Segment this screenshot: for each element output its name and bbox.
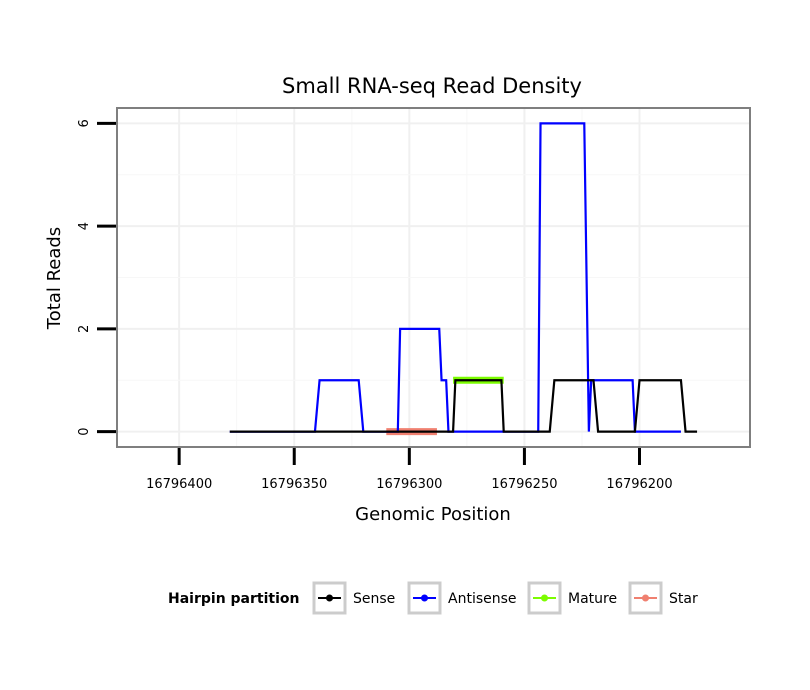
- chart-title: Small RNA-seq Read Density: [282, 74, 582, 98]
- x-tick-label: 16796400: [146, 477, 212, 492]
- y-tick-label: 4: [77, 222, 92, 230]
- legend-key-point: [326, 594, 333, 602]
- series-layer: [229, 122, 698, 436]
- y-tick-label: 2: [77, 325, 92, 333]
- grid: [117, 108, 750, 447]
- legend-key-point: [541, 594, 548, 602]
- x-tick-label: 16796200: [606, 477, 672, 492]
- legend: Hairpin partition Sense Antisense Mature St…: [168, 581, 698, 615]
- legend-title: Hairpin partition: [168, 591, 299, 607]
- legend-label: Mature: [568, 591, 617, 607]
- y-tick-label: 0: [77, 427, 92, 435]
- y-tick-label: 6: [77, 119, 92, 127]
- x-axis: 16796400 16796350 16796300 16796250 16796200: [146, 448, 673, 492]
- legend-label: Star: [669, 591, 698, 607]
- series-sense-line: [229, 379, 698, 433]
- legend-item-star: Star: [628, 581, 698, 615]
- y-axis-title: Total Reads: [44, 227, 65, 330]
- legend-key-point: [421, 594, 428, 602]
- legend-item-mature: Mature: [527, 581, 617, 615]
- x-tick-label: 16796350: [261, 477, 327, 492]
- x-axis-title: Genomic Position: [355, 504, 511, 525]
- legend-label: Sense: [353, 591, 395, 607]
- legend-item-sense: Sense: [312, 581, 395, 615]
- x-tick-label: 16796300: [376, 477, 442, 492]
- plot-panel-border: [116, 107, 751, 448]
- x-tick-label: 16796250: [491, 477, 557, 492]
- legend-item-antisense: Antisense: [407, 581, 517, 615]
- legend-label: Antisense: [448, 591, 517, 607]
- legend-key-point: [642, 594, 649, 602]
- y-axis: 0 2 4 6: [77, 119, 116, 436]
